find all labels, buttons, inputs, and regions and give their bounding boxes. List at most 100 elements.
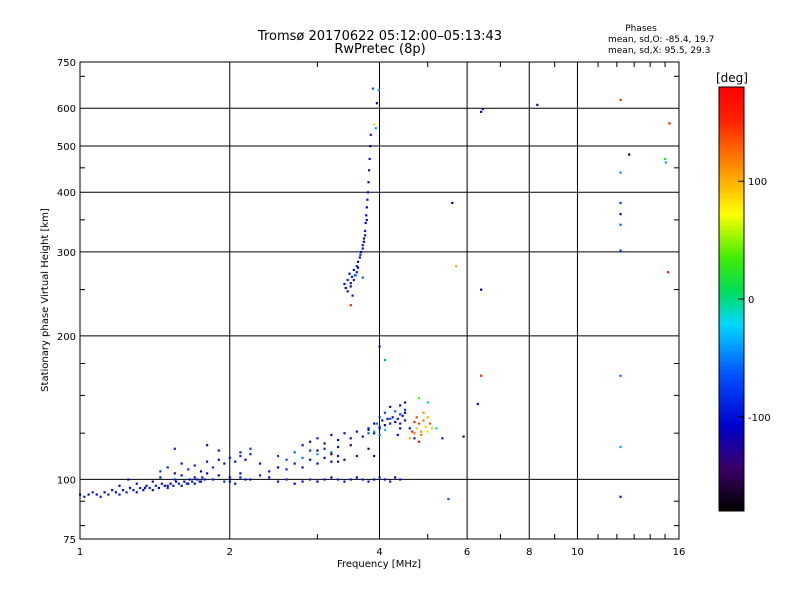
grid	[79, 62, 680, 539]
data-point	[244, 458, 247, 461]
data-point	[373, 478, 376, 481]
data-point	[276, 480, 280, 483]
data-point	[352, 268, 355, 272]
data-point	[455, 265, 458, 268]
y-axis: 75 100 200 300 400 500 600 750	[57, 58, 679, 546]
data-point	[354, 274, 357, 277]
data-point	[365, 214, 368, 217]
data-point	[142, 489, 145, 492]
data-point	[447, 497, 450, 501]
colorbar-tick-label: 0	[748, 295, 754, 306]
data-point	[223, 462, 226, 465]
data-point	[346, 278, 349, 282]
data-point	[378, 425, 381, 428]
data-point	[373, 123, 376, 126]
data-point	[356, 266, 360, 269]
data-point	[285, 478, 288, 481]
data-point	[420, 433, 423, 437]
data-point	[285, 458, 288, 461]
data-point	[476, 402, 479, 406]
x-tick-label: 4	[376, 547, 382, 558]
x-tick-label: 2	[227, 547, 233, 558]
data-point	[239, 454, 242, 458]
data-point	[619, 223, 622, 226]
data-point	[185, 482, 189, 485]
data-point	[359, 253, 362, 256]
data-point	[239, 472, 242, 475]
data-point	[361, 276, 364, 279]
data-point	[166, 484, 169, 487]
data-point	[107, 493, 110, 496]
data-point	[417, 440, 421, 443]
data-point	[309, 449, 312, 452]
data-point	[536, 103, 539, 107]
data-point	[619, 213, 622, 216]
x-tick-label: 16	[673, 547, 686, 558]
data-point	[193, 476, 196, 479]
data-point	[389, 422, 392, 425]
data-point	[369, 133, 372, 136]
data-point	[234, 460, 237, 463]
data-point	[619, 445, 622, 449]
data-point	[193, 464, 196, 467]
data-point	[428, 422, 432, 425]
data-point	[349, 437, 352, 440]
data-point	[309, 478, 312, 481]
data-point	[223, 480, 226, 483]
x-tick-label: 6	[464, 547, 470, 558]
data-point	[249, 453, 252, 456]
data-point	[363, 234, 367, 237]
chart-subtitle: RwPretec (8p)	[334, 42, 425, 57]
data-point	[276, 466, 280, 469]
data-point	[330, 433, 333, 437]
data-point	[301, 456, 304, 459]
data-point	[103, 491, 106, 494]
data-point	[336, 454, 340, 458]
stats-line-x: mean, sd,X: 95.5, 29.3	[608, 46, 710, 56]
data-point	[386, 417, 389, 420]
data-point	[619, 495, 622, 498]
data-point	[346, 290, 349, 293]
data-point	[619, 374, 622, 377]
data-point	[619, 201, 622, 205]
data-point	[323, 456, 326, 459]
data-point	[349, 478, 352, 481]
data-point	[166, 486, 169, 490]
data-point	[173, 478, 176, 481]
data-point	[408, 427, 411, 430]
data-point	[316, 437, 319, 440]
data-point	[151, 489, 154, 492]
data-point	[367, 181, 370, 184]
data-point	[199, 470, 203, 473]
data-point	[143, 486, 147, 490]
data-point	[159, 476, 162, 479]
data-point	[258, 474, 262, 477]
data-point	[381, 419, 384, 422]
data-point	[160, 482, 163, 485]
x-tick-label: 8	[526, 547, 532, 558]
data-point	[323, 447, 326, 450]
data-point	[336, 478, 340, 481]
data-point	[336, 438, 340, 442]
data-point	[217, 458, 220, 461]
data-point	[394, 476, 397, 479]
data-point	[364, 221, 367, 225]
data-point	[316, 462, 319, 465]
data-point	[371, 87, 375, 90]
data-point	[183, 480, 186, 483]
data-point	[239, 451, 242, 454]
data-point	[383, 358, 387, 362]
data-point	[355, 265, 358, 268]
data-point	[148, 486, 151, 490]
colorbar-tick-label: -100	[748, 413, 771, 424]
data-point	[480, 288, 483, 291]
data-point	[91, 491, 94, 494]
data-point	[350, 275, 354, 278]
chart-title: Tromsø 20170622 05:12:00–05:13:43	[257, 29, 502, 44]
data-point	[180, 484, 183, 487]
data-point	[348, 272, 351, 275]
data-point	[408, 437, 411, 440]
data-point	[451, 201, 454, 205]
data-point	[228, 456, 231, 459]
data-point	[118, 493, 121, 496]
